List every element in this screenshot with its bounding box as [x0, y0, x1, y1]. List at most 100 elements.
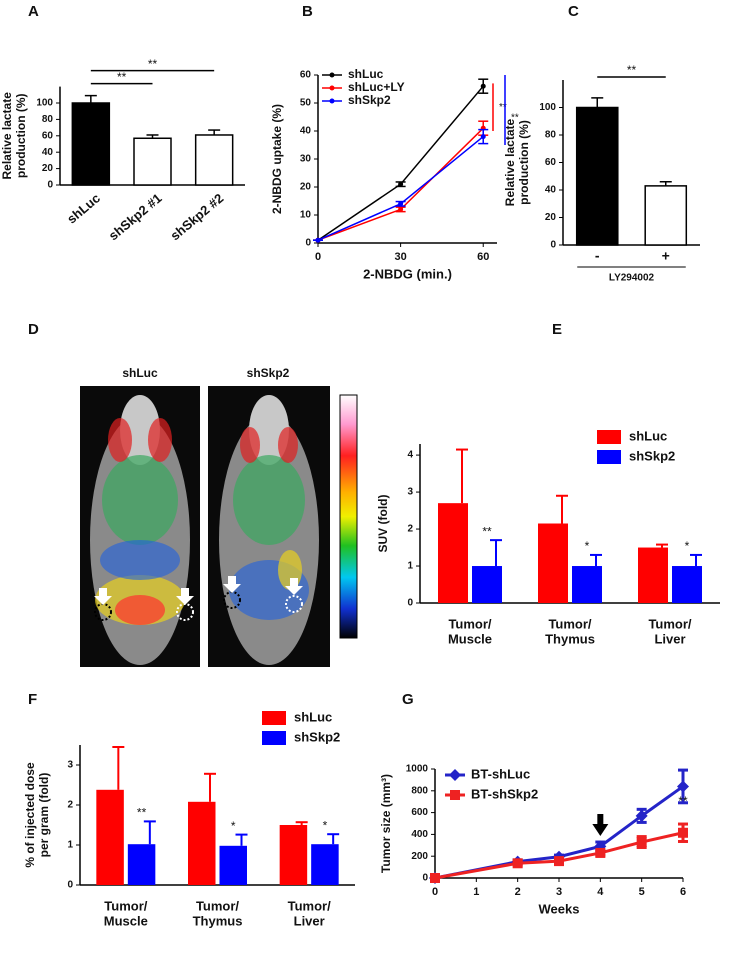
marker — [677, 780, 689, 793]
y-tick-label: 4 — [407, 450, 413, 461]
legend-label: BT-shLuc — [471, 766, 530, 781]
y-tick-label: 0 — [67, 880, 73, 891]
x-tick-label: shSkp2 #2 — [167, 190, 226, 243]
x-tick-label: Tumor/Muscle — [448, 617, 492, 647]
x-axis-label: LY294002 — [609, 273, 655, 284]
marker — [315, 237, 321, 243]
y-tick-label: 2 — [67, 800, 73, 811]
y-tick-label: 20 — [545, 212, 557, 223]
bar — [279, 825, 308, 885]
legend-label: shLuc — [348, 67, 384, 81]
marker — [398, 201, 404, 207]
y-tick-label: 400 — [411, 829, 428, 840]
panel-letter: A — [28, 3, 39, 20]
x-tick-label: shLuc — [64, 190, 103, 226]
y-tick-label: 20 — [42, 163, 54, 174]
y-tick-label: 200 — [411, 851, 428, 862]
bar — [644, 185, 688, 246]
marker — [430, 873, 440, 883]
x-tick-label: 6 — [680, 886, 686, 898]
significance-label: ** — [511, 113, 519, 124]
panel-letter: C — [568, 3, 579, 20]
significance-label: ** — [137, 806, 147, 820]
y-axis-label: Tumor size (mm³) — [379, 774, 393, 873]
significance-label: ** — [117, 70, 127, 84]
y-tick-label: 1 — [67, 840, 73, 851]
bar — [127, 844, 156, 885]
image-title: shLuc — [122, 366, 158, 380]
x-tick-label: 1 — [473, 886, 479, 898]
x-tick-label: shSkp2 #1 — [106, 190, 165, 243]
y-tick-label: 0 — [305, 238, 311, 249]
marker — [480, 134, 486, 140]
marker — [595, 847, 606, 858]
marker — [554, 856, 564, 867]
bar — [575, 106, 619, 246]
y-tick-label: 600 — [411, 807, 428, 818]
legend-label: shLuc+LY — [348, 80, 405, 94]
bar — [438, 503, 468, 603]
bar — [194, 134, 234, 186]
legend-label: BT-shSkp2 — [471, 786, 538, 801]
x-tick-label: + — [662, 248, 670, 264]
x-tick-label: Tumor/Thymus — [193, 899, 243, 929]
x-tick-label: 30 — [394, 251, 406, 263]
significance-label: * — [585, 539, 590, 553]
marker — [449, 769, 461, 781]
bar — [472, 566, 502, 603]
image-title: shSkp2 — [247, 366, 290, 380]
panel-letter: B — [302, 3, 313, 20]
marker — [450, 790, 460, 800]
bar — [538, 523, 568, 603]
series-line — [317, 85, 484, 241]
legend-label: shSkp2 — [294, 729, 340, 744]
marker — [329, 98, 335, 104]
bar — [672, 566, 702, 603]
legend-label: shSkp2 — [348, 93, 391, 107]
x-tick-label: 0 — [315, 251, 321, 263]
legend-label: shLuc — [294, 709, 332, 724]
y-tick-label: 60 — [42, 130, 54, 141]
pet-image — [80, 386, 200, 667]
marker — [678, 827, 688, 838]
significance-label: ** — [499, 102, 507, 113]
y-axis-label: % of injected doseper gram (fold) — [23, 762, 51, 868]
panel-letter: G — [402, 691, 414, 708]
marker — [512, 858, 523, 869]
bar — [133, 137, 172, 186]
y-tick-label: 0 — [550, 240, 556, 251]
x-tick-label: 4 — [597, 886, 604, 898]
y-axis-label: 2-NBDG uptake (%) — [270, 104, 284, 214]
y-tick-label: 3 — [407, 487, 413, 498]
significance-label: * — [231, 819, 236, 833]
legend-swatch — [597, 430, 621, 444]
y-tick-label: 3 — [67, 760, 73, 771]
marker — [480, 83, 486, 89]
y-tick-label: 1000 — [406, 764, 429, 775]
x-tick-label: 60 — [477, 251, 489, 263]
legend-swatch — [262, 711, 286, 725]
y-tick-label: 100 — [36, 98, 53, 109]
x-tick-label: 5 — [639, 886, 645, 898]
y-tick-label: 40 — [545, 185, 557, 196]
marker — [329, 85, 335, 91]
y-tick-label: 80 — [545, 130, 557, 141]
y-tick-label: 10 — [300, 210, 312, 221]
panel-letter: F — [28, 691, 37, 708]
x-tick-label: 0 — [432, 886, 438, 898]
x-tick-label: 2 — [515, 886, 521, 898]
x-tick-label: Tumor/Thymus — [545, 617, 595, 647]
x-tick-label: Tumor/Liver — [648, 617, 691, 647]
y-tick-label: 0 — [47, 180, 53, 191]
significance-label: * — [323, 818, 328, 832]
x-tick-label: - — [595, 248, 600, 264]
y-tick-label: 0 — [407, 598, 413, 609]
y-tick-label: 60 — [545, 157, 557, 168]
y-axis-label: Relative lactateproduction (%) — [0, 92, 28, 180]
color-scale — [339, 394, 358, 639]
significance-label: * — [685, 539, 690, 553]
bar — [188, 801, 216, 885]
pet-image-panel: D shLuc shSkp2 — [28, 321, 358, 667]
x-axis-label: 2-NBDG (min.) — [363, 266, 452, 281]
